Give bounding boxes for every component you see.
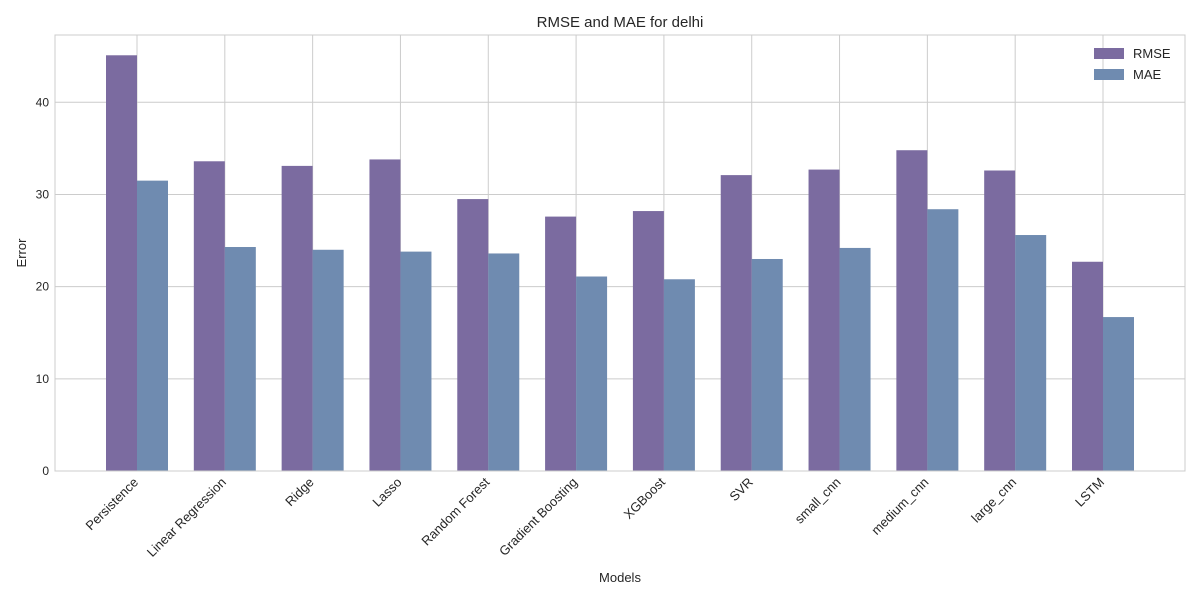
bar-rmse	[984, 170, 1016, 472]
y-tick-label: 20	[36, 280, 50, 294]
x-axis-label: Models	[599, 570, 641, 585]
chart-title: RMSE and MAE for delhi	[537, 14, 704, 31]
legend-swatch-rmse	[1094, 48, 1124, 59]
bars	[106, 55, 1134, 472]
legend-swatch-mae	[1094, 69, 1124, 80]
bar-rmse	[369, 159, 401, 471]
bar-rmse	[193, 161, 225, 471]
y-tick-label: 40	[36, 95, 50, 109]
plot-frame	[54, 34, 1186, 472]
bar-mae	[927, 209, 959, 471]
bar-rmse	[457, 199, 489, 471]
bar-mae	[576, 276, 608, 471]
bar-rmse	[720, 175, 752, 472]
bar-mae	[1103, 317, 1134, 471]
y-tick-label: 0	[42, 464, 49, 478]
bar-mae	[1015, 235, 1047, 471]
y-tick-label: 10	[36, 372, 50, 386]
bar-rmse	[632, 211, 664, 471]
y-tick-label: 30	[36, 187, 50, 201]
legend: RMSE MAE	[1094, 46, 1171, 82]
bar-mae	[751, 258, 783, 471]
bar-mae	[224, 247, 256, 471]
y-axis-label: Error	[14, 238, 29, 268]
bar-mae	[400, 251, 432, 471]
bar-rmse	[896, 150, 928, 471]
bar-rmse	[808, 169, 840, 471]
legend-label-rmse: RMSE	[1133, 46, 1171, 61]
bar-mae	[488, 253, 520, 471]
bar-rmse	[106, 55, 137, 472]
legend-label-mae: MAE	[1133, 67, 1162, 82]
bar-mae	[137, 180, 168, 471]
bar-rmse	[281, 165, 313, 471]
bar-rmse	[1072, 261, 1103, 471]
y-tick-labels: 0 10 20 30 40	[36, 95, 50, 478]
bar-rmse	[545, 216, 577, 471]
bar-mae	[839, 247, 871, 471]
bar-mae	[312, 249, 344, 471]
bar-mae	[663, 279, 695, 471]
